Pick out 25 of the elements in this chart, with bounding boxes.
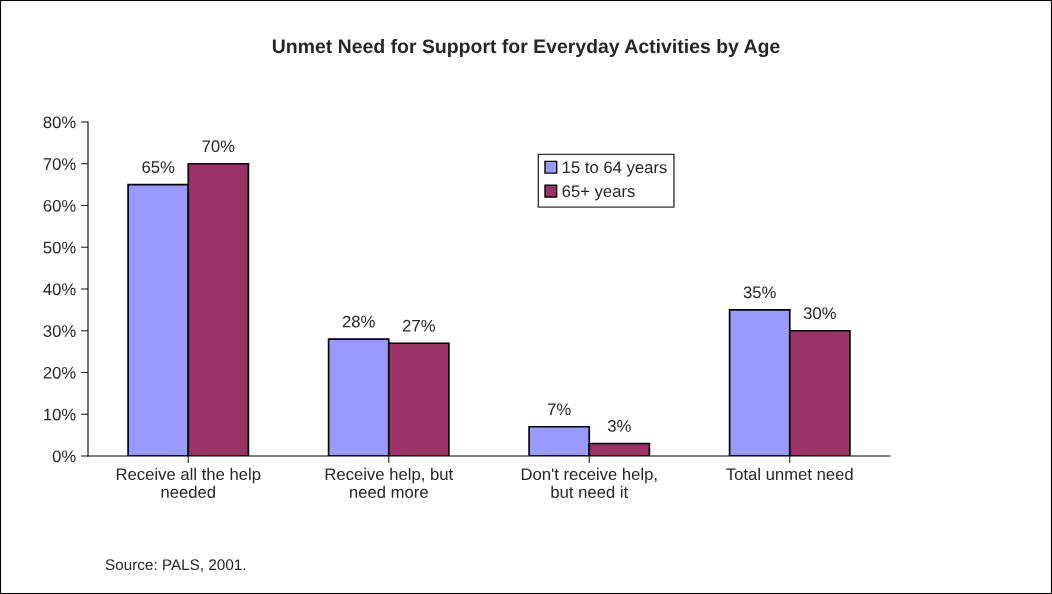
data-label: 27% — [402, 319, 435, 332]
x-tick-label: Don't receive help, but need it — [521, 467, 657, 498]
y-tick-label: 60% — [43, 199, 76, 212]
x-tick-label: Receive help, but need more — [325, 467, 454, 498]
legend-label: 15 to 64 years — [562, 161, 667, 177]
y-tick-label: 80% — [43, 116, 76, 129]
data-label: 70% — [202, 140, 235, 153]
legend-label: 65+ years — [562, 185, 635, 201]
y-tick-label: 70% — [43, 158, 76, 170]
data-label: 35% — [743, 286, 776, 299]
data-label: 7% — [547, 403, 571, 416]
data-label: 28% — [342, 315, 375, 328]
data-label: 30% — [803, 307, 836, 320]
y-tick-label: 0% — [52, 450, 76, 463]
y-tick-label: 10% — [44, 408, 76, 421]
data-label: 3% — [607, 420, 631, 432]
chart-title: Unmet Need for Support for Everyday Activities by Age — [272, 38, 780, 58]
x-tick-label: Total unmet need — [726, 467, 853, 481]
data-label: 65% — [142, 161, 175, 173]
y-tick-label: 40% — [43, 283, 76, 296]
y-tick-label: 30% — [43, 325, 76, 337]
x-tick-label: Receive all the help needed — [116, 467, 261, 498]
source-note: Source: PALS, 2001. — [105, 559, 246, 572]
y-tick-label: 20% — [43, 366, 76, 379]
y-tick-label: 50% — [43, 241, 76, 254]
